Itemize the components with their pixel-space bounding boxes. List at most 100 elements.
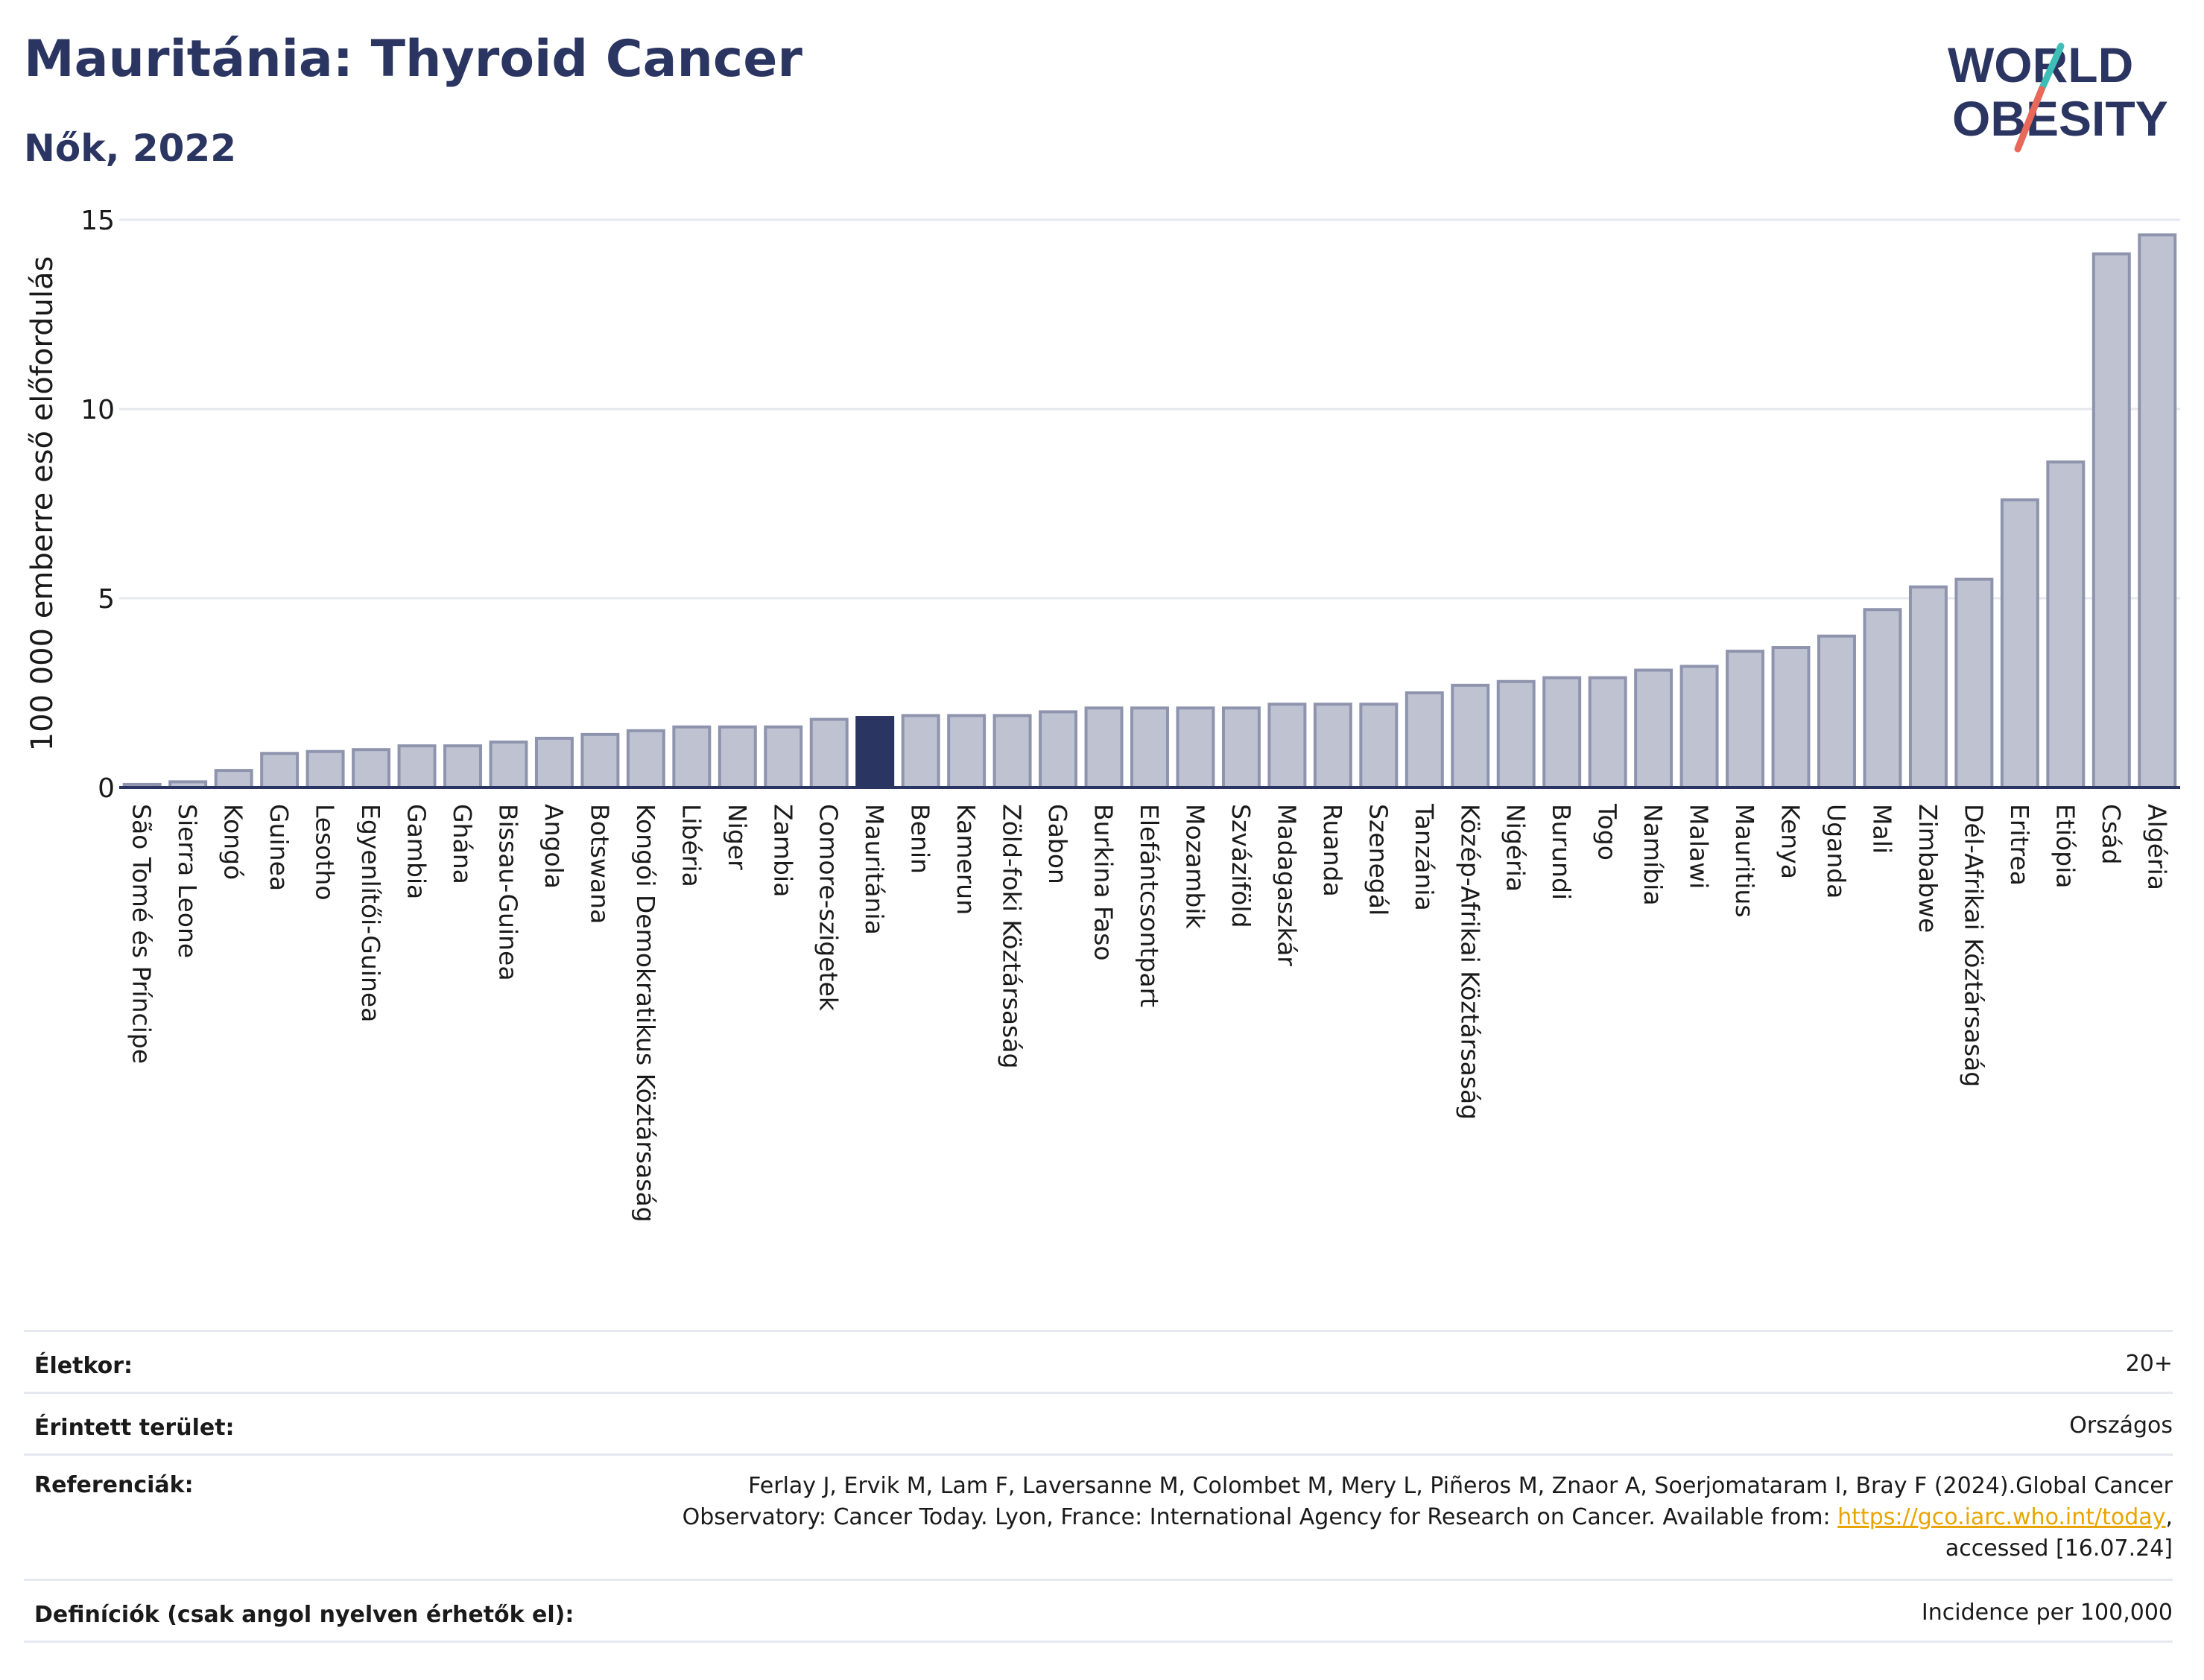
x-tick-label: Botswana: [585, 804, 614, 924]
bar: [1634, 668, 1673, 790]
x-tick-label: Angola: [539, 804, 569, 889]
bar: [1817, 634, 1856, 789]
x-tick-label: Kenya: [1776, 804, 1805, 879]
reference-text: Observatory: Cancer Today. Lyon, France:…: [682, 1504, 1838, 1530]
bar: [2046, 460, 2086, 789]
bar: [1176, 706, 1215, 790]
bar: [580, 732, 620, 790]
reference-line-2: Observatory: Cancer Today. Lyon, France:…: [683, 1502, 2173, 1533]
logo-slash-teal: [2038, 42, 2065, 93]
area-value: Országos: [2069, 1413, 2173, 1439]
x-tick-label: Gambia: [402, 804, 431, 899]
bar: [947, 714, 987, 789]
x-tick-label: Libéria: [677, 804, 706, 887]
bar: [1221, 706, 1261, 790]
references-label: Referenciák:: [34, 1472, 194, 1498]
x-tick-label: Niger: [723, 804, 752, 870]
bar: [534, 736, 574, 790]
x-tick-label: Madagaszkár: [1272, 804, 1301, 966]
bar: [397, 744, 437, 789]
x-tick-label: Kongói Demokratikus Köztársaság: [631, 804, 660, 1223]
bar: [1726, 650, 1765, 789]
y-tick-label: 15: [80, 206, 115, 236]
bar: [1313, 703, 1352, 789]
bar: [214, 769, 253, 790]
x-tick-label: Mauritius: [1730, 804, 1759, 918]
bar: [489, 741, 528, 789]
x-tick-label: Zimbabwe: [1913, 804, 1942, 933]
x-tick-label: Gabon: [1043, 804, 1072, 884]
bar: [1451, 683, 1490, 790]
x-tick-label: Mozambik: [1180, 804, 1209, 929]
page-subtitle: Nők, 2022: [24, 127, 237, 170]
world-obesity-logo: WORLD OBESITY: [1948, 37, 2168, 153]
x-tick-label: Zöld-foki Köztársaság: [998, 804, 1027, 1068]
x-tick-label: Guinea: [265, 804, 294, 891]
bar: [2000, 498, 2039, 789]
bar: [1679, 665, 1719, 789]
x-tick-label: Nigéria: [1501, 804, 1530, 892]
y-tick-label: 5: [98, 584, 115, 615]
y-tick-label: 0: [98, 773, 115, 804]
bar: [1084, 706, 1124, 790]
x-tick-label: Benin: [906, 804, 935, 874]
references-value: Ferlay J, Ervik M, Lam F, Laversanne M, …: [683, 1471, 2173, 1565]
bar: [443, 744, 482, 789]
bar: [718, 725, 757, 789]
bar: [1954, 577, 1994, 789]
bar: [1405, 691, 1444, 789]
bar: [260, 752, 300, 790]
x-tick-label: Elefántcsontpart: [1135, 804, 1164, 1007]
x-tick-label: Szváziföld: [1226, 804, 1255, 928]
x-tick-label: Malawi: [1685, 804, 1714, 889]
bar: [2138, 233, 2177, 789]
x-tick-label: Kongó: [219, 804, 248, 880]
meta-row-definitions: Definíciók (csak angol nyelven érhetők e…: [24, 1579, 2173, 1643]
x-tick-label: Eritrea: [2005, 804, 2034, 886]
bar-chart: 0 5 10 15 100 000 emberre eső előfordulás São…: [25, 206, 2180, 1223]
bar: [1542, 676, 1582, 789]
x-tick-label: Ghána: [448, 804, 477, 884]
bar: [992, 714, 1032, 789]
x-tick-label: Etiópia: [2051, 804, 2080, 889]
bar: [1267, 703, 1307, 789]
logo-line1: WORLD: [1948, 37, 2133, 92]
bar: [1771, 646, 1811, 789]
x-tick-label: Togo: [1593, 803, 1622, 860]
y-axis-label: 100 000 emberre eső előfordulás: [25, 256, 60, 752]
bar: [855, 716, 895, 790]
x-tick-label: Bissau-Guinea: [493, 804, 522, 981]
page-title: Mauritánia: Thyroid Cancer: [24, 30, 802, 89]
x-tick-label: Dél-Afrikai Köztársaság: [1959, 804, 1988, 1087]
reference-line-1: Ferlay J, Ervik M, Lam F, Laversanne M, …: [748, 1473, 2173, 1499]
x-tick-label: Csád: [2097, 804, 2126, 864]
x-tick-label: Zambia: [768, 804, 797, 897]
meta-row-area: Érintett terület: Országos: [24, 1392, 2173, 1454]
bar: [809, 717, 849, 789]
meta-row-age: Életkor: 20+: [24, 1330, 2173, 1392]
x-tick-label: São Tomé és Príncipe: [127, 804, 156, 1064]
bar: [1863, 608, 1902, 789]
x-tick-label: Kamerun: [951, 804, 981, 915]
x-tick-label: Mali: [1867, 804, 1896, 854]
logo-slash-red: [2014, 86, 2045, 153]
x-tick-label: Tanzánia: [1410, 803, 1439, 911]
reference-comma: ,: [2165, 1504, 2173, 1530]
definitions-label: Definíciók (csak angol nyelven érhetők e…: [34, 1602, 574, 1628]
bar: [1130, 706, 1169, 790]
reference-line-3: accessed [16.07.24]: [1945, 1535, 2173, 1562]
x-tick-label: Namíbia: [1638, 804, 1668, 906]
x-tick-label: Egyenlítői-Guinea: [356, 804, 385, 1022]
age-value: 20+: [2125, 1351, 2173, 1377]
reference-link[interactable]: https://gco.iarc.who.int/today: [1837, 1504, 2166, 1530]
x-tick-label: Uganda: [1822, 804, 1851, 898]
bar: [1908, 585, 1948, 789]
x-tick-label: Ruanda: [1318, 804, 1347, 897]
bar: [1588, 676, 1627, 789]
bar: [1039, 710, 1078, 790]
x-tick-label: Lesotho: [311, 804, 340, 901]
bar: [626, 729, 665, 789]
bar: [2091, 252, 2131, 790]
x-tick-label: Szenegál: [1364, 804, 1393, 916]
bar: [901, 714, 940, 789]
